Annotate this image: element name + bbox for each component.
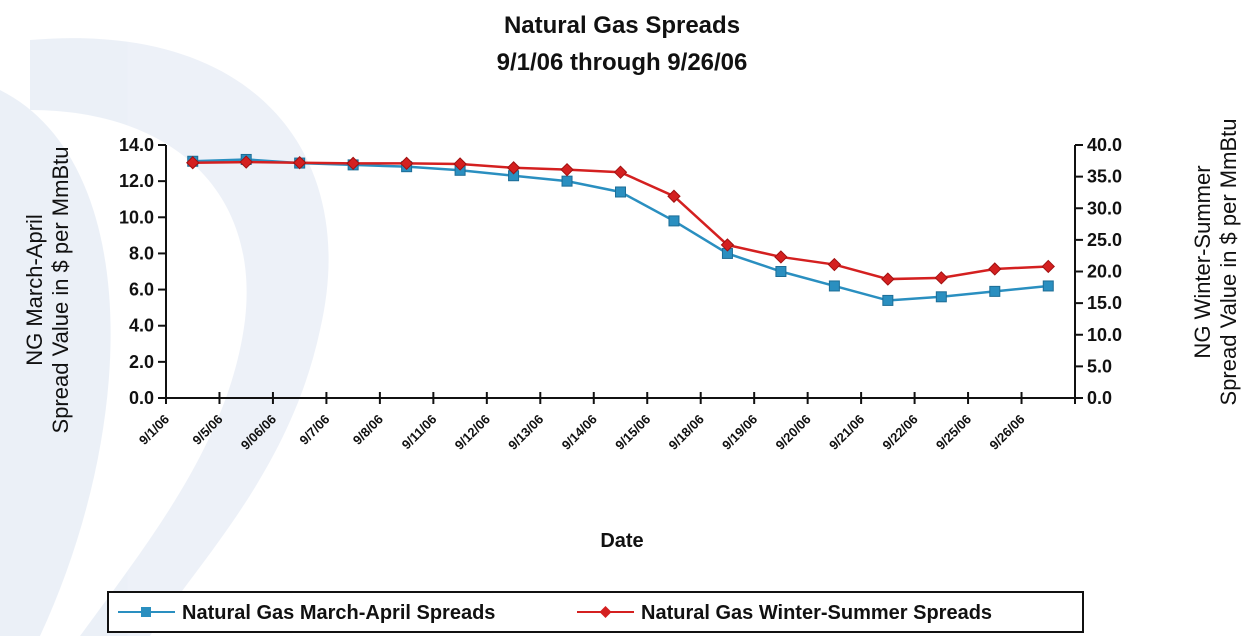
y-left-tick-label: 6.0 — [129, 280, 154, 300]
y-left-tick-label: 14.0 — [119, 135, 154, 155]
y-right-tick-label: 10.0 — [1087, 325, 1122, 345]
y-left-tick-label: 0.0 — [129, 388, 154, 408]
data-point-winter-summer — [720, 238, 735, 252]
data-point-march-april — [1042, 280, 1054, 292]
data-point-winter-summer — [453, 157, 467, 171]
y-axis-left-label-line2: Spread Value in $ per MmBtu — [48, 147, 73, 434]
y-right-tick-label: 5.0 — [1087, 356, 1112, 376]
data-point-march-april — [935, 291, 947, 303]
plot-area — [186, 153, 1055, 306]
legend-marker-march-april — [141, 607, 151, 617]
data-point-march-april — [775, 266, 787, 277]
x-tick-label: 9/14/06 — [559, 412, 600, 453]
x-tick-label: 9/25/06 — [933, 412, 974, 453]
chart-subtitle: 9/1/06 through 9/26/06 — [497, 49, 748, 76]
data-point-winter-summer — [881, 272, 895, 286]
x-tick-label: 9/20/06 — [772, 412, 813, 453]
data-point-winter-summer — [988, 262, 1002, 276]
data-point-winter-summer — [934, 271, 949, 285]
y-right-tick-label: 35.0 — [1087, 167, 1122, 187]
x-tick-label: 9/11/06 — [399, 412, 440, 453]
y-axis-right-label-line2: Spread Value in $ per MmBtu — [1216, 119, 1241, 406]
x-tick-label: 9/13/06 — [505, 412, 546, 453]
data-point-winter-summer — [399, 156, 414, 171]
data-point-winter-summer — [1041, 259, 1055, 274]
y-right-tick-label: 40.0 — [1087, 135, 1122, 155]
y-axis-right-label-line1: NG Winter-Summer — [1190, 165, 1215, 358]
data-point-winter-summer — [239, 155, 253, 169]
x-tick-label: 9/7/06 — [296, 412, 332, 448]
y-left-tick-label: 4.0 — [129, 316, 154, 336]
data-point-winter-summer — [774, 250, 788, 264]
y-right-tick-label: 25.0 — [1087, 230, 1122, 250]
x-tick-label: 9/8/06 — [350, 412, 386, 448]
y-axis-left-label-line1: NG March-April — [22, 214, 47, 366]
data-point-march-april — [989, 285, 1001, 297]
data-point-march-april — [882, 294, 894, 306]
x-tick-label: 9/18/06 — [666, 412, 707, 453]
data-point-march-april — [615, 186, 626, 198]
y-right-tick-label: 15.0 — [1087, 293, 1122, 313]
legend-label-march-april: Natural Gas March-April Spreads — [182, 602, 495, 624]
x-tick-label: 9/19/06 — [719, 412, 760, 453]
data-point-winter-summer — [186, 156, 200, 170]
background-watermark — [0, 38, 329, 636]
x-axis-label: Date — [600, 530, 643, 552]
x-tick-label: 9/12/06 — [452, 412, 493, 453]
data-point-march-april — [828, 280, 840, 292]
x-tick-label: 9/26/06 — [986, 412, 1027, 453]
data-point-winter-summer — [613, 165, 628, 179]
y-left-tick-label: 10.0 — [119, 207, 154, 227]
data-point-winter-summer — [506, 161, 521, 175]
data-point-march-april — [561, 175, 573, 187]
y-left-tick-label: 12.0 — [119, 171, 154, 191]
legend-marker-winter-summer — [599, 606, 612, 618]
legend: Natural Gas March-April Spreads Natural … — [107, 591, 1084, 633]
data-point-march-april — [668, 215, 680, 227]
data-point-winter-summer — [827, 257, 842, 272]
data-point-winter-summer — [292, 156, 307, 170]
data-point-winter-summer — [667, 189, 681, 203]
y-right-tick-label: 30.0 — [1087, 198, 1122, 218]
x-tick-label: 9/22/06 — [879, 412, 920, 453]
y-left-tick-label: 8.0 — [129, 243, 154, 263]
x-tick-label: 9/1/06 — [136, 412, 172, 448]
y-right-tick-label: 20.0 — [1087, 262, 1122, 282]
data-point-winter-summer — [346, 156, 360, 171]
x-tick-label: 9/15/06 — [612, 412, 653, 453]
data-point-winter-summer — [560, 162, 574, 177]
x-tick-label: 9/21/06 — [826, 412, 867, 453]
y-left-tick-label: 2.0 — [129, 352, 154, 372]
y-right-tick-label: 0.0 — [1087, 388, 1112, 408]
chart-title: Natural Gas Spreads — [504, 12, 740, 39]
legend-label-winter-summer: Natural Gas Winter-Summer Spreads — [641, 602, 992, 624]
